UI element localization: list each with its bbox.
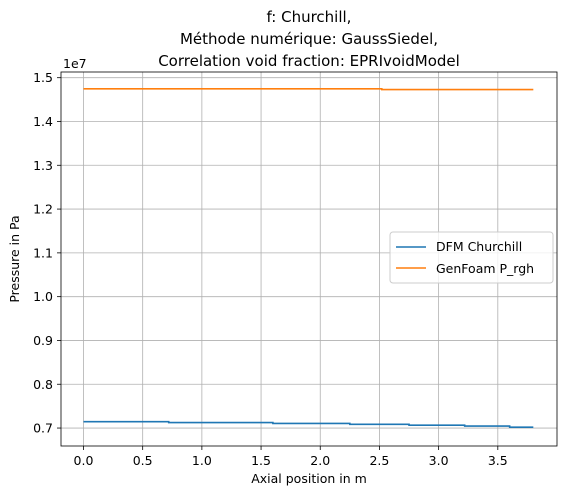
chart-title-line-3: Correlation void fraction: EPRIvoidModel bbox=[158, 52, 460, 70]
y-tick-label: 1.3 bbox=[33, 158, 53, 173]
x-tick-label: 2.0 bbox=[310, 453, 330, 468]
y-tick-label: 0.7 bbox=[33, 421, 53, 436]
chart-title-line-2: Méthode numérique: GaussSiedel, bbox=[180, 30, 438, 48]
x-tick-label: 3.0 bbox=[429, 453, 449, 468]
y-axis-label: Pressure in Pa bbox=[7, 215, 22, 302]
y-tick-label: 1.5 bbox=[33, 70, 53, 85]
x-tick-label: 1.5 bbox=[251, 453, 271, 468]
y-tick-label: 1.0 bbox=[33, 289, 53, 304]
x-tick-label: 2.5 bbox=[369, 453, 389, 468]
y-tick-label: 1.4 bbox=[33, 114, 53, 129]
plot-frame bbox=[60, 71, 558, 447]
series-line-genfoam-p-rgh bbox=[83, 88, 534, 91]
y-tick-label: 1.2 bbox=[33, 202, 53, 217]
x-tick-label: 3.5 bbox=[488, 453, 508, 468]
y-tick-label: 0.9 bbox=[33, 333, 53, 348]
x-tick-label: 0.0 bbox=[74, 453, 94, 468]
x-tick-label: 1.0 bbox=[192, 453, 212, 468]
y-offset-label: 1e7 bbox=[63, 56, 87, 71]
legend-box bbox=[389, 231, 554, 284]
axis-ticks: 0.0 0.5 1.0 1.5 2.0 2.5 3.0 3.5 0.7 0.8 0.9 1.0 1.1 1… bbox=[33, 70, 508, 468]
chart-title-line-1: f: Churchill, bbox=[267, 8, 352, 26]
x-axis-label: Axial position in m bbox=[251, 471, 367, 486]
series-layer bbox=[83, 88, 534, 428]
legend: DFM Churchill GenFoam P_rgh bbox=[389, 231, 554, 284]
series-line-dfm-churchill bbox=[83, 420, 534, 428]
legend-label-dfm-churchill: DFM Churchill bbox=[436, 239, 522, 254]
legend-label-genfoam-p-rgh: GenFoam P_rgh bbox=[436, 261, 534, 276]
x-tick-label: 0.5 bbox=[133, 453, 153, 468]
y-tick-label: 0.8 bbox=[33, 377, 53, 392]
y-tick-label: 1.1 bbox=[33, 245, 53, 260]
